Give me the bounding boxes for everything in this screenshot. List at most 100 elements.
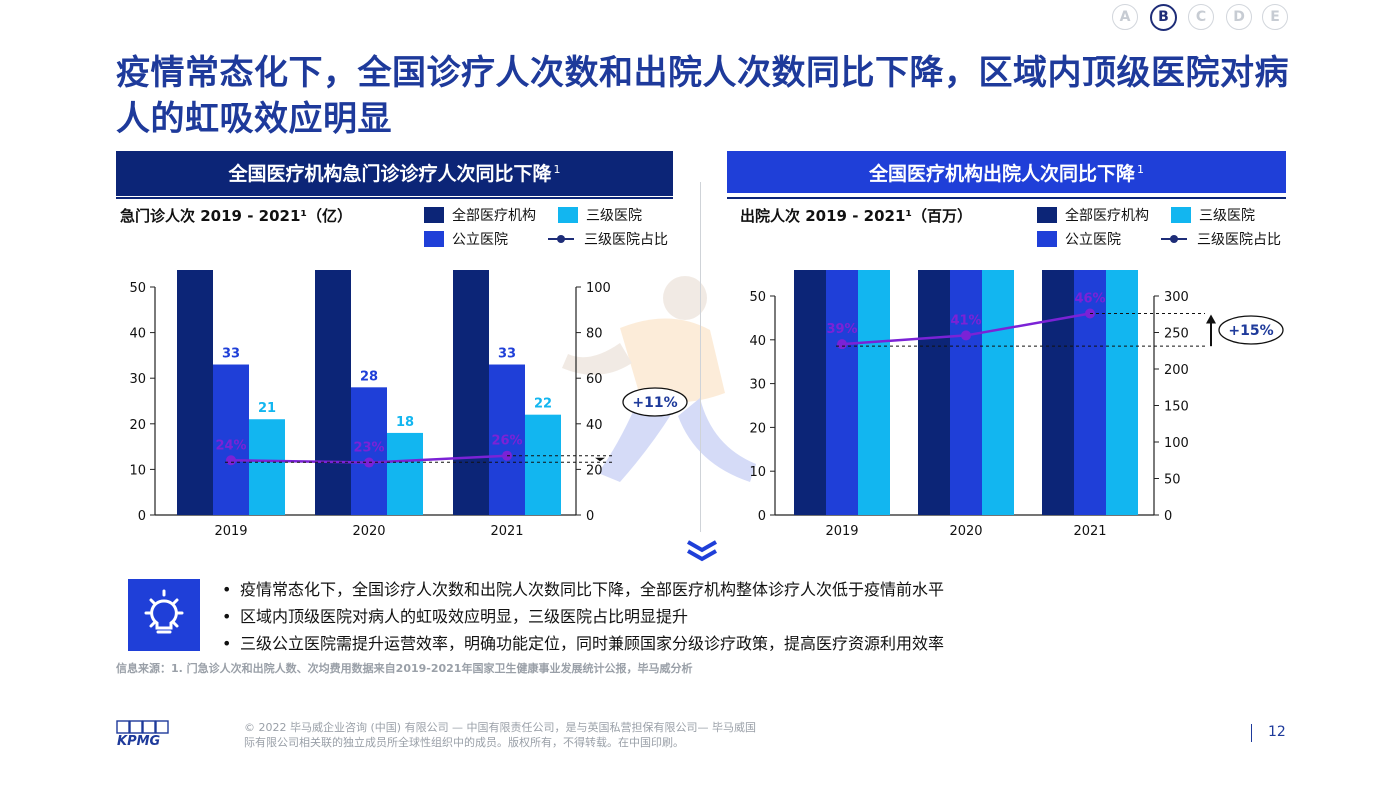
legend-label: 公立医院: [1065, 232, 1121, 248]
legend-tier3-left: 三级医院: [558, 207, 642, 225]
copyright: © 2022 毕马威企业咨询 (中国) 有限公司 — 中国有限责任公司，是与英国…: [244, 721, 757, 749]
nav-e[interactable]: E: [1262, 4, 1288, 30]
y-tick-label-left: 40: [129, 327, 146, 342]
insight-bullets: • 疫情常态化下，全国诊疗人次数和出院人次数同比下降，全部医疗机构整体诊疗人次低于…: [222, 576, 944, 657]
page-separator: [1251, 724, 1252, 742]
legend-share-right: 三级医院占比: [1161, 231, 1281, 249]
legend-tier3-right: 三级医院: [1171, 207, 1255, 225]
legend-swatch: [424, 207, 444, 223]
y-tick-label-left: 50: [129, 281, 146, 296]
legend-swatch: [424, 231, 444, 247]
share-label: 39%: [826, 322, 857, 337]
y-tick-label-right: 200: [1164, 363, 1189, 378]
right-subtitle: 出院人次 2019 - 2021¹（百万）: [740, 207, 972, 225]
bar-value-label: 33: [222, 347, 240, 362]
bar-public: [213, 364, 249, 515]
right-header-text: 全国医疗机构出院人次同比下降: [868, 162, 1135, 185]
bullet-dot: •: [222, 580, 232, 599]
bar-public: [826, 270, 858, 515]
x-tick-label: 2020: [949, 524, 982, 539]
kpmg-logo: KPMG: [116, 720, 169, 748]
bar-all: [315, 270, 351, 515]
legend-label: 三级医院: [1199, 208, 1255, 224]
left-header-text: 全国医疗机构急门诊诊疗人次同比下降: [228, 162, 552, 185]
bar-tier3: [387, 432, 423, 515]
y-tick-label-right: 250: [1164, 327, 1189, 342]
legend-line-icon: [548, 231, 574, 247]
y-tick-label-left: 10: [749, 465, 766, 480]
legend-all-right: 全部医疗机构: [1037, 207, 1149, 225]
share-point: [961, 330, 971, 341]
y-tick-label-left: 30: [129, 372, 146, 387]
bar-tier3: [982, 270, 1014, 515]
y-tick-label-left: 20: [129, 418, 146, 433]
page-number: 12: [1268, 724, 1286, 740]
y-tick-label-right: 300: [1164, 290, 1189, 305]
legend-swatch: [558, 207, 578, 223]
bar-value-label: 22: [534, 397, 552, 412]
change-annotation-label: +15%: [1228, 323, 1273, 339]
legend-public-right: 公立医院: [1037, 231, 1121, 249]
y-tick-label-left: 0: [138, 509, 146, 524]
bullet-text: 区域内顶级医院对病人的虹吸效应明显，三级医院占比明显提升: [240, 607, 689, 626]
x-tick-label: 2019: [825, 524, 858, 539]
bar-all: [794, 270, 826, 515]
left-chart: 0102030405002040608010087332120197728182…: [129, 270, 688, 539]
left-header-rule: [116, 197, 673, 199]
legend-label: 三级医院占比: [584, 232, 668, 248]
chevron-down-icon: [687, 540, 717, 562]
share-label: 26%: [491, 434, 522, 449]
y-tick-label-right: 40: [586, 418, 603, 433]
share-label: 46%: [1074, 292, 1105, 307]
y-tick-label-left: 20: [749, 421, 766, 436]
bullet-text: 三级公立医院需提升运营效率，明确功能定位，同时兼顾国家分级诊疗政策，提高医疗资源…: [240, 634, 945, 653]
bullet-dot: •: [222, 607, 232, 626]
share-point: [226, 455, 236, 466]
bar-public: [489, 364, 525, 515]
nav-c[interactable]: C: [1188, 4, 1214, 30]
y-tick-label-right: 0: [1164, 509, 1172, 524]
change-arrow-head: [595, 457, 605, 462]
left-chart-header: 全国医疗机构急门诊诊疗人次同比下降 1: [116, 151, 673, 196]
bar-all: [453, 270, 489, 515]
y-tick-label-left: 10: [129, 463, 146, 478]
y-tick-label-right: 0: [586, 509, 594, 524]
left-subtitle: 急门诊人次 2019 - 2021¹（亿）: [120, 207, 352, 225]
bullet-item: • 三级公立医院需提升运营效率，明确功能定位，同时兼顾国家分级诊疗政策，提高医疗资…: [222, 630, 944, 657]
bullet-item: • 区域内顶级医院对病人的虹吸效应明显，三级医院占比明显提升: [222, 603, 944, 630]
right-chart: 0102030405005010015020025030026617510520…: [749, 270, 1284, 539]
y-tick-label-left: 30: [749, 378, 766, 393]
bullet-dot: •: [222, 634, 232, 653]
panel-divider: [700, 182, 701, 532]
change-annotation-label: +11%: [632, 395, 677, 411]
bar-value-label: 28: [360, 369, 378, 384]
nav-b[interactable]: B: [1150, 4, 1177, 31]
legend-label: 全部医疗机构: [1065, 208, 1149, 224]
bar-tier3: [1106, 270, 1138, 515]
kpmg-logo-text: KPMG: [117, 734, 161, 748]
runner-illustration: [562, 276, 756, 482]
legend-public-left: 公立医院: [424, 231, 508, 249]
legend-swatch: [1037, 231, 1057, 247]
legend-label: 全部医疗机构: [452, 208, 536, 224]
change-annotation-bubble: [1218, 315, 1284, 345]
bar-public: [1074, 270, 1106, 515]
x-tick-label: 2021: [1073, 524, 1106, 539]
bar-tier3: [249, 419, 285, 515]
bar-public: [351, 387, 387, 515]
legend-label: 三级医院: [586, 208, 642, 224]
legend-swatch: [1171, 207, 1191, 223]
nav-a[interactable]: A: [1112, 4, 1138, 30]
nav-d[interactable]: D: [1226, 4, 1252, 30]
insight-box: [128, 579, 200, 651]
y-tick-label-left: 50: [749, 290, 766, 305]
source-note: 信息来源：1. 门急诊人次和出院人数、次均费用数据来自2019-2021年国家卫…: [116, 662, 693, 675]
bar-tier3: [525, 414, 561, 515]
bar-value-label: 21: [258, 401, 276, 416]
bar-value-label: 33: [498, 347, 516, 362]
y-tick-label-right: 100: [1164, 436, 1189, 451]
page-title: 疫情常态化下，全国诊疗人次数和出院人次数同比下降，区域内顶级医院对病人的虹吸效应…: [116, 53, 1289, 139]
bullet-item: • 疫情常态化下，全国诊疗人次数和出院人次数同比下降，全部医疗机构整体诊疗人次低于…: [222, 576, 944, 603]
right-header-sup: 1: [1137, 162, 1144, 176]
change-annotation-bubble: [622, 387, 688, 417]
